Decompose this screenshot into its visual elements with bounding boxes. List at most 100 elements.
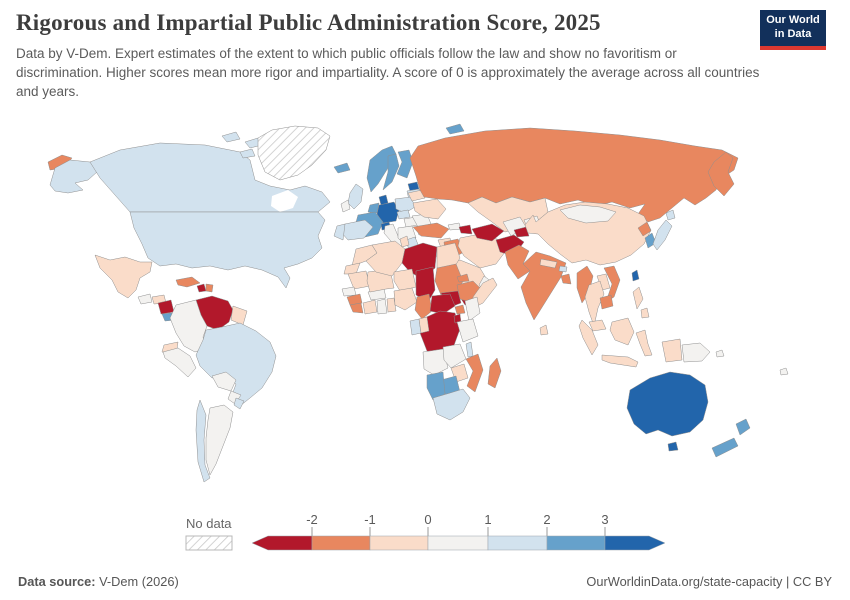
country-spain[interactable] [339,219,374,241]
country-belarus[interactable] [407,189,426,202]
country-turkey[interactable] [412,222,450,239]
country-tunisia[interactable] [399,235,410,248]
country-czechia-austria[interactable] [396,209,411,220]
country-bangladesh[interactable] [560,273,572,285]
country-tasmania[interactable] [667,441,679,452]
country-sri-lanka[interactable] [539,324,549,336]
country-niger[interactable] [393,268,417,292]
country-peru[interactable] [162,347,197,378]
country-guinea[interactable] [346,293,363,306]
country-mongolia[interactable] [559,204,617,224]
country-chile[interactable] [195,399,211,483]
country-thailand[interactable] [584,280,605,327]
country-canada[interactable] [89,142,331,213]
country-usa[interactable] [129,211,326,289]
country-senegal[interactable] [341,286,357,297]
country-malawi[interactable] [465,341,474,358]
legend-bin-below-m2[interactable] [251,535,313,551]
country-eritrea[interactable] [456,273,470,283]
country-solomon-islands[interactable] [715,349,725,358]
country-ireland[interactable] [340,199,351,213]
country-guatemala[interactable] [137,293,153,305]
country-indonesia-sulawesi[interactable] [635,329,653,357]
country-guyana-suriname[interactable] [230,305,248,326]
country-nigeria[interactable] [393,287,418,311]
country-mexico[interactable] [94,254,153,299]
country-togo-benin[interactable] [386,297,397,313]
country-indonesia-java[interactable] [601,354,639,368]
country-haiti[interactable] [196,283,207,293]
country-zambia[interactable] [442,343,467,369]
country-germany[interactable] [376,201,400,224]
country-netherlands-belgium[interactable] [367,202,380,214]
country-nepal[interactable] [539,258,558,269]
country-japan[interactable] [652,219,673,251]
country-chad[interactable] [415,266,436,303]
country-fiji[interactable] [779,367,789,376]
legend-bin-m1-0[interactable] [369,535,429,551]
country-central-african-republic[interactable] [429,293,456,315]
legend-bin-1-2[interactable] [487,535,548,551]
country-somalia[interactable] [472,277,498,308]
country-svalbard[interactable] [445,123,465,135]
country-poland[interactable] [394,196,416,214]
country-ivory-coast[interactable] [362,299,378,315]
legend-bin-2-3[interactable] [546,535,606,551]
country-india[interactable] [520,251,567,321]
country-cambodia[interactable] [599,294,614,310]
country-russia-far-east[interactable] [707,151,735,197]
country-tanzania[interactable] [456,318,479,343]
country-new-zealand-north[interactable] [735,418,751,436]
country-mauritania[interactable] [347,270,371,290]
country-ghana[interactable] [376,298,388,315]
country-philippines[interactable] [640,307,650,319]
country-greenland[interactable] [257,125,331,181]
country-mozambique[interactable] [465,353,484,393]
owid-citation-link[interactable]: OurWorldinData.org/state-capacity | CC B… [586,574,832,589]
country-angola[interactable] [422,348,449,376]
country-congo-rep[interactable] [418,316,430,334]
country-sierra-leone-liberia[interactable] [349,302,364,314]
country-north-korea[interactable] [637,221,652,237]
country-brazil[interactable] [195,322,277,407]
country-argentina[interactable] [205,404,234,476]
country-south-africa[interactable] [432,388,471,421]
country-uk[interactable] [347,183,364,210]
legend-bin-0-1[interactable] [427,535,489,551]
country-alaska[interactable] [49,159,98,194]
country-turkmenistan[interactable] [471,223,505,242]
country-cameroon[interactable] [414,293,433,320]
country-dominican-republic[interactable] [205,283,214,293]
legend-bin-above-3[interactable] [604,535,666,551]
country-uruguay[interactable] [233,397,245,410]
owid-logo[interactable]: Our World in Data [760,10,826,50]
country-iceland[interactable] [333,162,351,174]
country-tajikistan[interactable] [513,226,530,238]
country-indonesia-papua[interactable] [661,338,683,363]
country-papua-new-guinea[interactable] [681,342,711,363]
country-portugal[interactable] [333,223,346,241]
country-azerbaijan[interactable] [458,224,473,235]
country-new-zealand-south[interactable] [711,437,739,458]
legend-bin-m2-m1[interactable] [311,535,371,551]
country-bhutan[interactable] [558,265,568,273]
country-cuba[interactable] [175,276,201,288]
country-canada-islands[interactable] [221,131,241,143]
country-australia[interactable] [626,371,709,437]
country-kenya[interactable] [464,296,481,322]
country-indonesia-sumatra[interactable] [578,319,599,356]
country-bolivia[interactable] [211,371,237,392]
country-uganda[interactable] [454,304,466,315]
country-china[interactable] [524,201,652,266]
no-data-swatch[interactable] [185,535,233,551]
country-algeria[interactable] [365,240,406,277]
country-sweden[interactable] [382,153,400,191]
country-taiwan[interactable] [631,269,640,282]
country-malaysia[interactable] [588,319,607,332]
country-vietnam[interactable] [603,265,621,303]
country-georgia[interactable] [447,222,462,231]
country-philippines[interactable] [632,286,644,310]
country-madagascar[interactable] [487,357,502,389]
country-japan-hokkaido[interactable] [665,209,676,221]
country-indonesia-borneo[interactable] [609,317,635,346]
